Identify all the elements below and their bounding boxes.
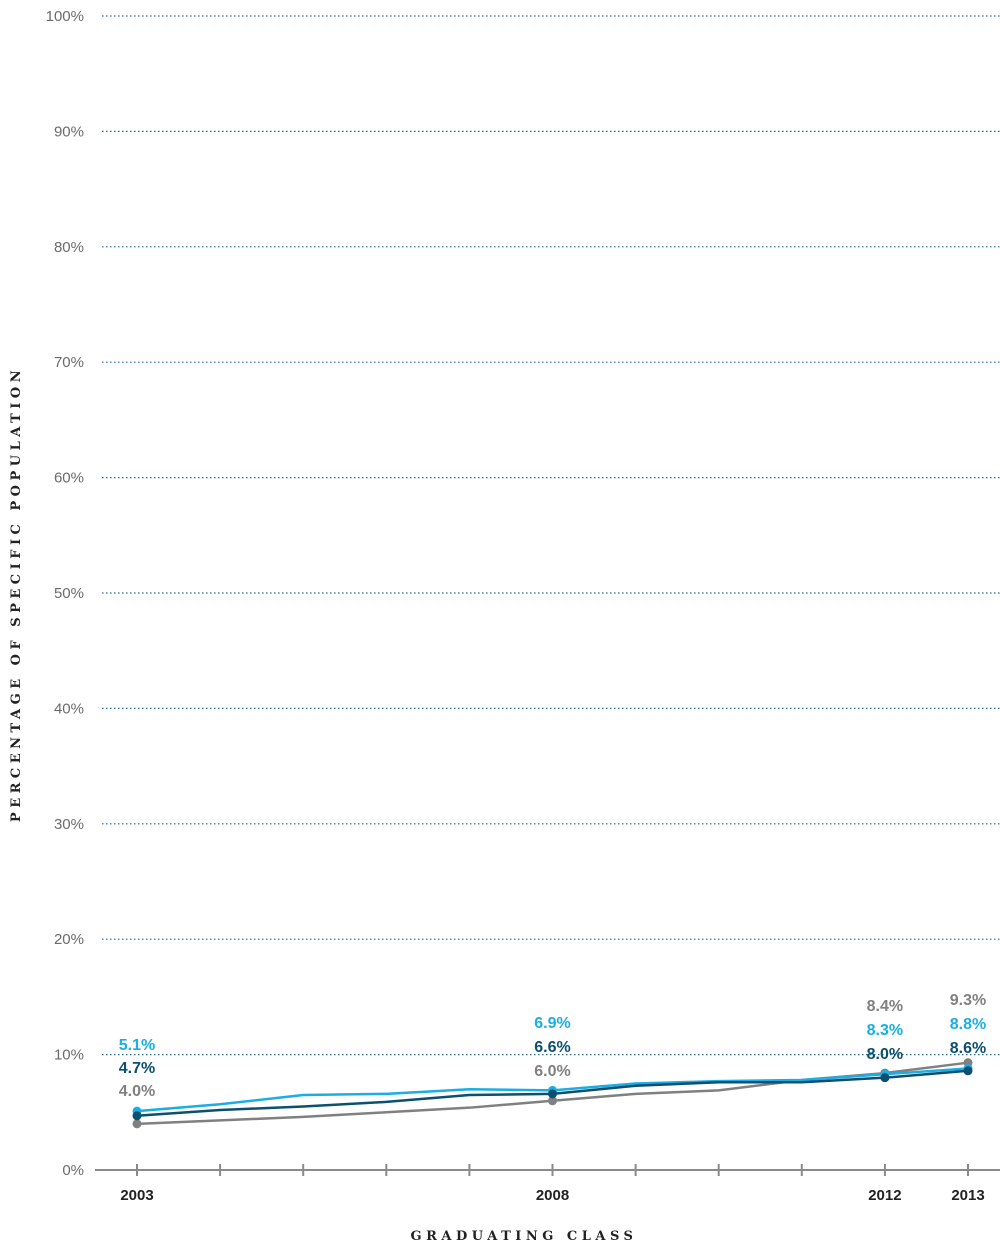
x-axis: 2003 2008 2012 2013 — [95, 1164, 1000, 1204]
y-tick-label: 50% — [54, 585, 84, 602]
y-axis-label: PERCENTAGE OF SPECIFIC POPULATION — [9, 366, 24, 822]
x-axis-label: GRADUATING CLASS — [411, 1229, 638, 1244]
data-label: 8.6% — [950, 1040, 986, 1057]
x-tick-label: 2008 — [536, 1187, 569, 1204]
data-label: 9.3% — [950, 992, 986, 1009]
data-point — [548, 1096, 557, 1106]
y-tick-label: 20% — [54, 931, 84, 948]
data-label: 8.8% — [950, 1016, 986, 1033]
y-tick-label: 100% — [46, 8, 84, 25]
data-point — [963, 1066, 973, 1076]
data-labels: 5.1% 4.7% 4.0% 6.9% 6.6% 6.0% 8.4% 8.3% 8.0% 9.3%… — [119, 992, 986, 1100]
y-tick-label: 70% — [54, 354, 84, 371]
data-label: 5.1% — [119, 1037, 155, 1054]
y-tick-label: 90% — [54, 123, 84, 140]
x-tick-label: 2012 — [868, 1187, 901, 1204]
y-tick-label: 80% — [54, 239, 84, 256]
gridlines — [102, 15, 1000, 1056]
data-label: 8.0% — [867, 1046, 903, 1063]
data-label: 8.3% — [867, 1022, 903, 1039]
y-tick-label: 60% — [54, 470, 84, 487]
data-label: 8.4% — [867, 998, 903, 1015]
series-lines — [132, 1058, 973, 1129]
data-label: 6.6% — [534, 1039, 570, 1056]
data-point — [548, 1089, 557, 1099]
y-tick-label: 40% — [54, 700, 84, 717]
data-point — [132, 1119, 142, 1129]
data-label: 4.0% — [119, 1083, 155, 1100]
y-tick-label: 30% — [54, 816, 84, 833]
x-tick-label: 2003 — [120, 1187, 153, 1204]
data-label: 6.0% — [534, 1063, 570, 1080]
y-axis-tick-labels: 0% 10% 20% 30% 40% 50% 60% 70% 80% 90% 100% — [46, 8, 84, 1179]
data-point — [880, 1073, 890, 1083]
data-point — [132, 1111, 142, 1121]
y-tick-label: 10% — [54, 1047, 84, 1064]
data-label: 6.9% — [534, 1015, 570, 1032]
y-tick-label: 0% — [62, 1162, 84, 1179]
x-tick-label: 2013 — [951, 1187, 984, 1204]
data-label: 4.7% — [119, 1060, 155, 1077]
